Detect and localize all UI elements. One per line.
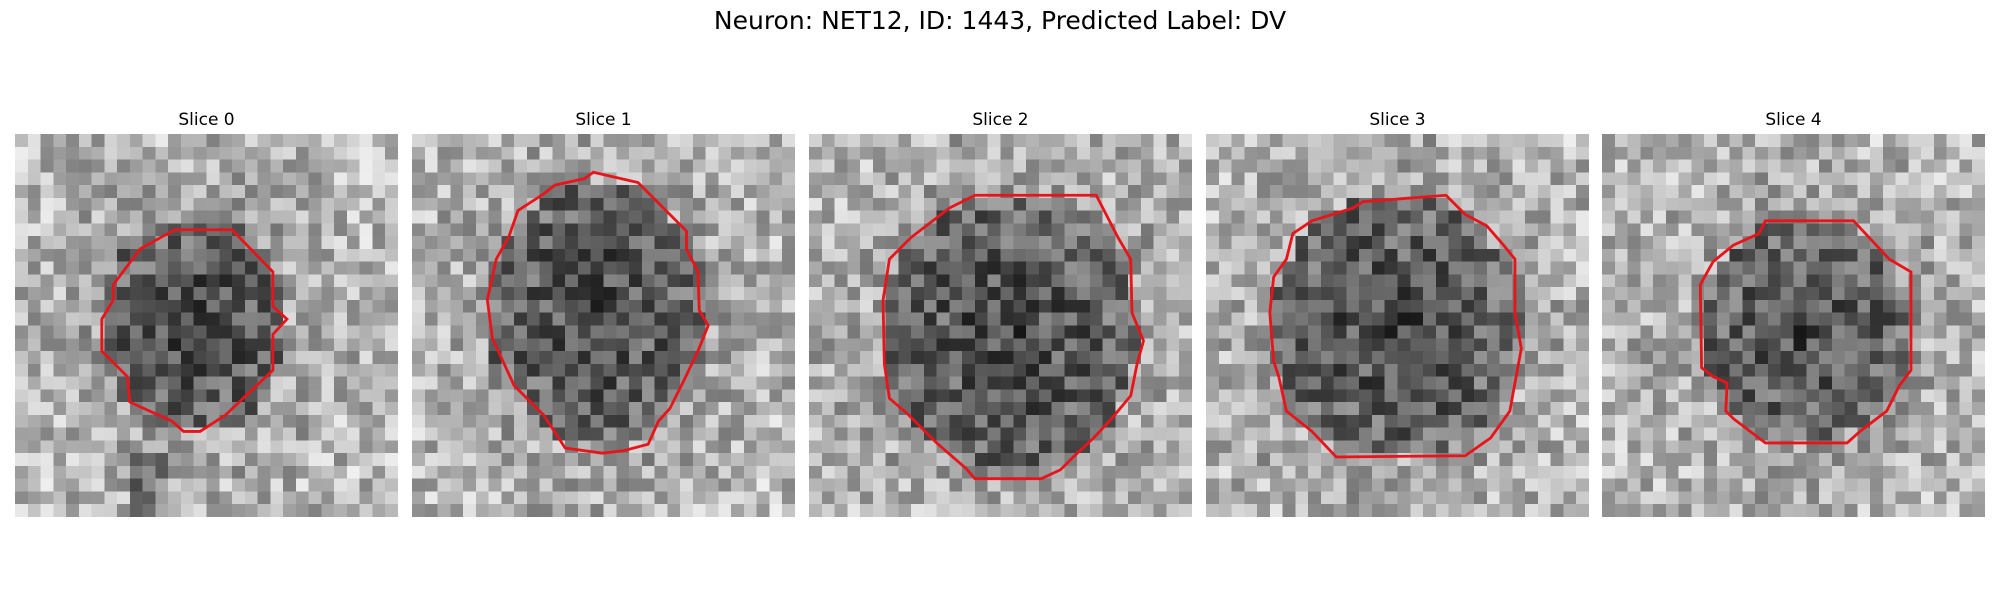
neuron-contour-outline bbox=[1268, 193, 1523, 459]
slice-image-4 bbox=[1602, 134, 1985, 517]
slice-panel-3: Slice 3 bbox=[1206, 108, 1589, 517]
grayscale-patch bbox=[1602, 134, 1985, 517]
neuron-contour-outline bbox=[1698, 219, 1913, 445]
slice-image-1 bbox=[412, 134, 795, 517]
slice-panel-2: Slice 2 bbox=[809, 108, 1192, 517]
slice-title-1: Slice 1 bbox=[575, 110, 632, 130]
grayscale-patch bbox=[809, 134, 1192, 517]
slice-title-4: Slice 4 bbox=[1765, 110, 1822, 130]
grayscale-patch bbox=[1206, 134, 1589, 517]
slice-panel-1: Slice 1 bbox=[412, 108, 795, 517]
neuron-contour-outline bbox=[485, 170, 710, 455]
slice-image-3 bbox=[1206, 134, 1589, 517]
figure-title: Neuron: NET12, ID: 1443, Predicted Label… bbox=[713, 6, 1287, 35]
grayscale-patch bbox=[412, 134, 795, 517]
slice-image-2 bbox=[809, 134, 1192, 517]
neuron-contour-outline bbox=[881, 193, 1145, 481]
slice-title-3: Slice 3 bbox=[1369, 110, 1426, 130]
slice-panel-4: Slice 4 bbox=[1602, 108, 1985, 517]
slice-image-0 bbox=[15, 134, 398, 517]
slice-panel-0: Slice 0 bbox=[15, 108, 398, 517]
neuron-contour-outline bbox=[100, 228, 289, 433]
slice-title-0: Slice 0 bbox=[178, 110, 235, 130]
slice-title-2: Slice 2 bbox=[972, 110, 1029, 130]
grayscale-patch bbox=[15, 134, 398, 517]
